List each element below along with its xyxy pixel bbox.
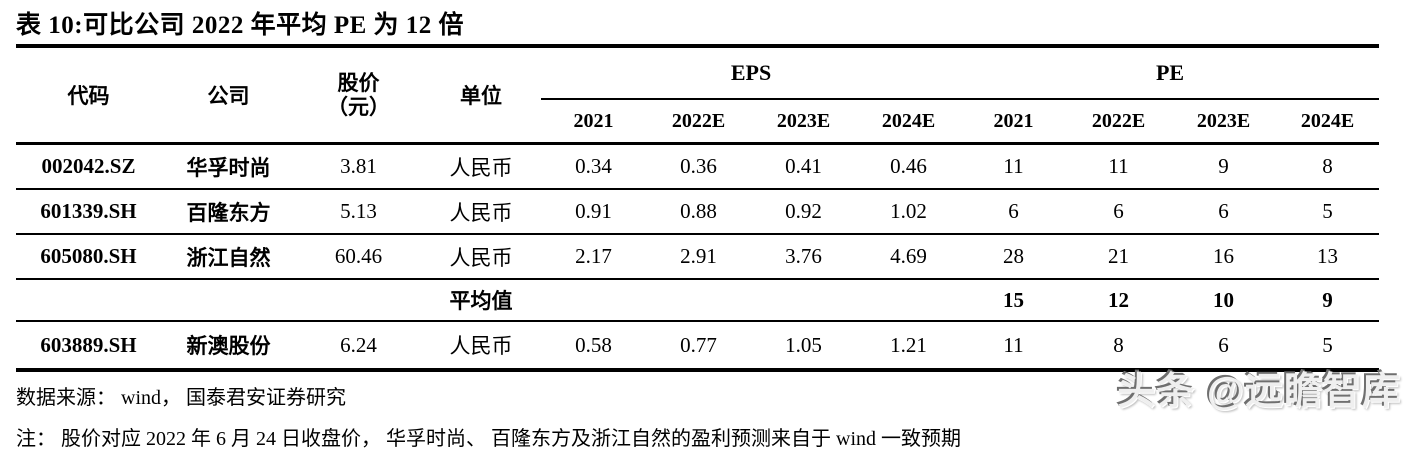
footnote-text: 注： 股价对应 2022 年 6 月 24 日收盘价， 华孚时尚、 百隆东方及浙… (16, 428, 961, 450)
eps-value: 0.36 (646, 142, 751, 190)
pe-value: 16 (1171, 234, 1277, 280)
pe-value: 21 (1066, 234, 1172, 280)
header-group-row: 代码 公司 股价 （元） 单位 EPS PE (16, 46, 1380, 119)
data-source-text: 数据来源： wind， 国泰君安证券研究 (16, 387, 346, 409)
pe-value: 6 (1066, 189, 1172, 235)
pe-value: 8 (1066, 321, 1172, 372)
eps-year-header: 2024E (881, 109, 936, 132)
header-year-row: 2021 2022E 2023E 2024E 2021 2022E 2023E … (16, 99, 1379, 144)
eps-year-header: 2023E (776, 109, 831, 132)
average-pe-value: 15 (961, 279, 1067, 322)
currency-unit: 人民币 (421, 142, 541, 190)
pe-value: 11 (1066, 142, 1172, 190)
pe-value: 8 (1276, 142, 1380, 190)
stock-price: 6.24 (296, 321, 421, 372)
col-header-company: 公司 (207, 84, 250, 108)
table-row: 601339.SH 百隆东方 5.13 人民币 0.91 0.88 0.92 1… (16, 189, 1380, 235)
eps-value: 0.92 (751, 189, 856, 235)
average-pe-value: 10 (1171, 279, 1277, 322)
eps-value: 0.41 (751, 142, 856, 190)
stock-code: 002042.SZ (16, 142, 161, 190)
table-row: 605080.SH 浙江自然 60.46 人民币 2.17 2.91 3.76 … (16, 234, 1380, 280)
company-name: 浙江自然 (161, 234, 296, 280)
table-row: 603889.SH 新澳股份 6.24 人民币 0.58 0.77 1.05 1… (16, 321, 1380, 372)
currency-unit: 人民币 (421, 321, 541, 372)
stock-price: 5.13 (296, 189, 421, 235)
col-header-price: 股价 （元） (296, 46, 421, 144)
eps-value: 3.76 (751, 234, 856, 280)
eps-value: 0.58 (541, 321, 646, 372)
price-header-line2: （元） (327, 95, 390, 119)
eps-value: 0.91 (541, 189, 646, 235)
group-header-pe: PE (961, 46, 1380, 100)
pe-value: 5 (1276, 189, 1380, 235)
eps-value: 0.77 (646, 321, 751, 372)
pe-value: 9 (1171, 142, 1277, 190)
company-name: 新澳股份 (161, 321, 296, 372)
eps-value: 1.21 (856, 321, 962, 372)
pe-value: 11 (961, 142, 1067, 190)
pe-year-header: 2023E (1196, 109, 1251, 132)
average-pe-value: 12 (1066, 279, 1172, 322)
pe-value: 5 (1276, 321, 1380, 372)
pe-value: 6 (961, 189, 1067, 235)
price-header-line1: 股价 (337, 70, 380, 95)
empty-cell (751, 279, 856, 322)
average-row: 平均值 15 12 10 9 (16, 279, 1380, 322)
pe-year-header: 2024E (1300, 109, 1355, 132)
page-title: 表 10:可比公司 2022 年平均 PE 为 12 倍 (16, 12, 465, 39)
empty-cell (296, 279, 421, 322)
stock-code: 601339.SH (16, 189, 161, 235)
stock-code: 605080.SH (16, 234, 161, 280)
currency-unit: 人民币 (421, 234, 541, 280)
currency-unit: 人民币 (421, 189, 541, 235)
stock-price: 60.46 (296, 234, 421, 280)
eps-value: 2.91 (646, 234, 751, 280)
pe-value: 11 (961, 321, 1067, 372)
eps-value: 0.34 (541, 142, 646, 190)
eps-value: 0.46 (856, 142, 962, 190)
stock-code: 603889.SH (16, 321, 161, 372)
company-name: 百隆东方 (161, 189, 296, 235)
eps-value: 1.02 (856, 189, 962, 235)
pe-value: 6 (1171, 321, 1277, 372)
eps-value: 0.88 (646, 189, 751, 235)
company-name: 华孚时尚 (161, 142, 296, 190)
average-pe-value: 9 (1276, 279, 1380, 322)
empty-cell (161, 279, 296, 322)
empty-cell (646, 279, 751, 322)
group-header-eps: EPS (541, 46, 962, 100)
average-label: 平均值 (421, 279, 541, 322)
eps-value: 4.69 (856, 234, 962, 280)
pe-year-header: 2022E (1091, 109, 1146, 132)
comparable-companies-table: 代码 公司 股价 （元） 单位 EPS PE 2021 2022E 2023E … (16, 44, 1380, 372)
col-header-code: 代码 (67, 84, 110, 108)
pe-value: 13 (1276, 234, 1380, 280)
empty-cell (541, 279, 646, 322)
col-header-unit: 单位 (460, 84, 502, 108)
eps-year-header: 2021 (573, 109, 614, 132)
empty-cell (856, 279, 962, 322)
stock-price: 3.81 (296, 142, 421, 190)
pe-value: 28 (961, 234, 1067, 280)
table-row: 002042.SZ 华孚时尚 3.81 人民币 0.34 0.36 0.41 0… (16, 142, 1380, 190)
eps-value: 2.17 (541, 234, 646, 280)
empty-cell (16, 279, 161, 322)
pe-value: 6 (1171, 189, 1277, 235)
eps-value: 1.05 (751, 321, 856, 372)
eps-year-header: 2022E (671, 109, 726, 132)
pe-year-header: 2021 (993, 109, 1034, 132)
watermark-text: 头条 @远瞻智库 (1117, 371, 1401, 413)
